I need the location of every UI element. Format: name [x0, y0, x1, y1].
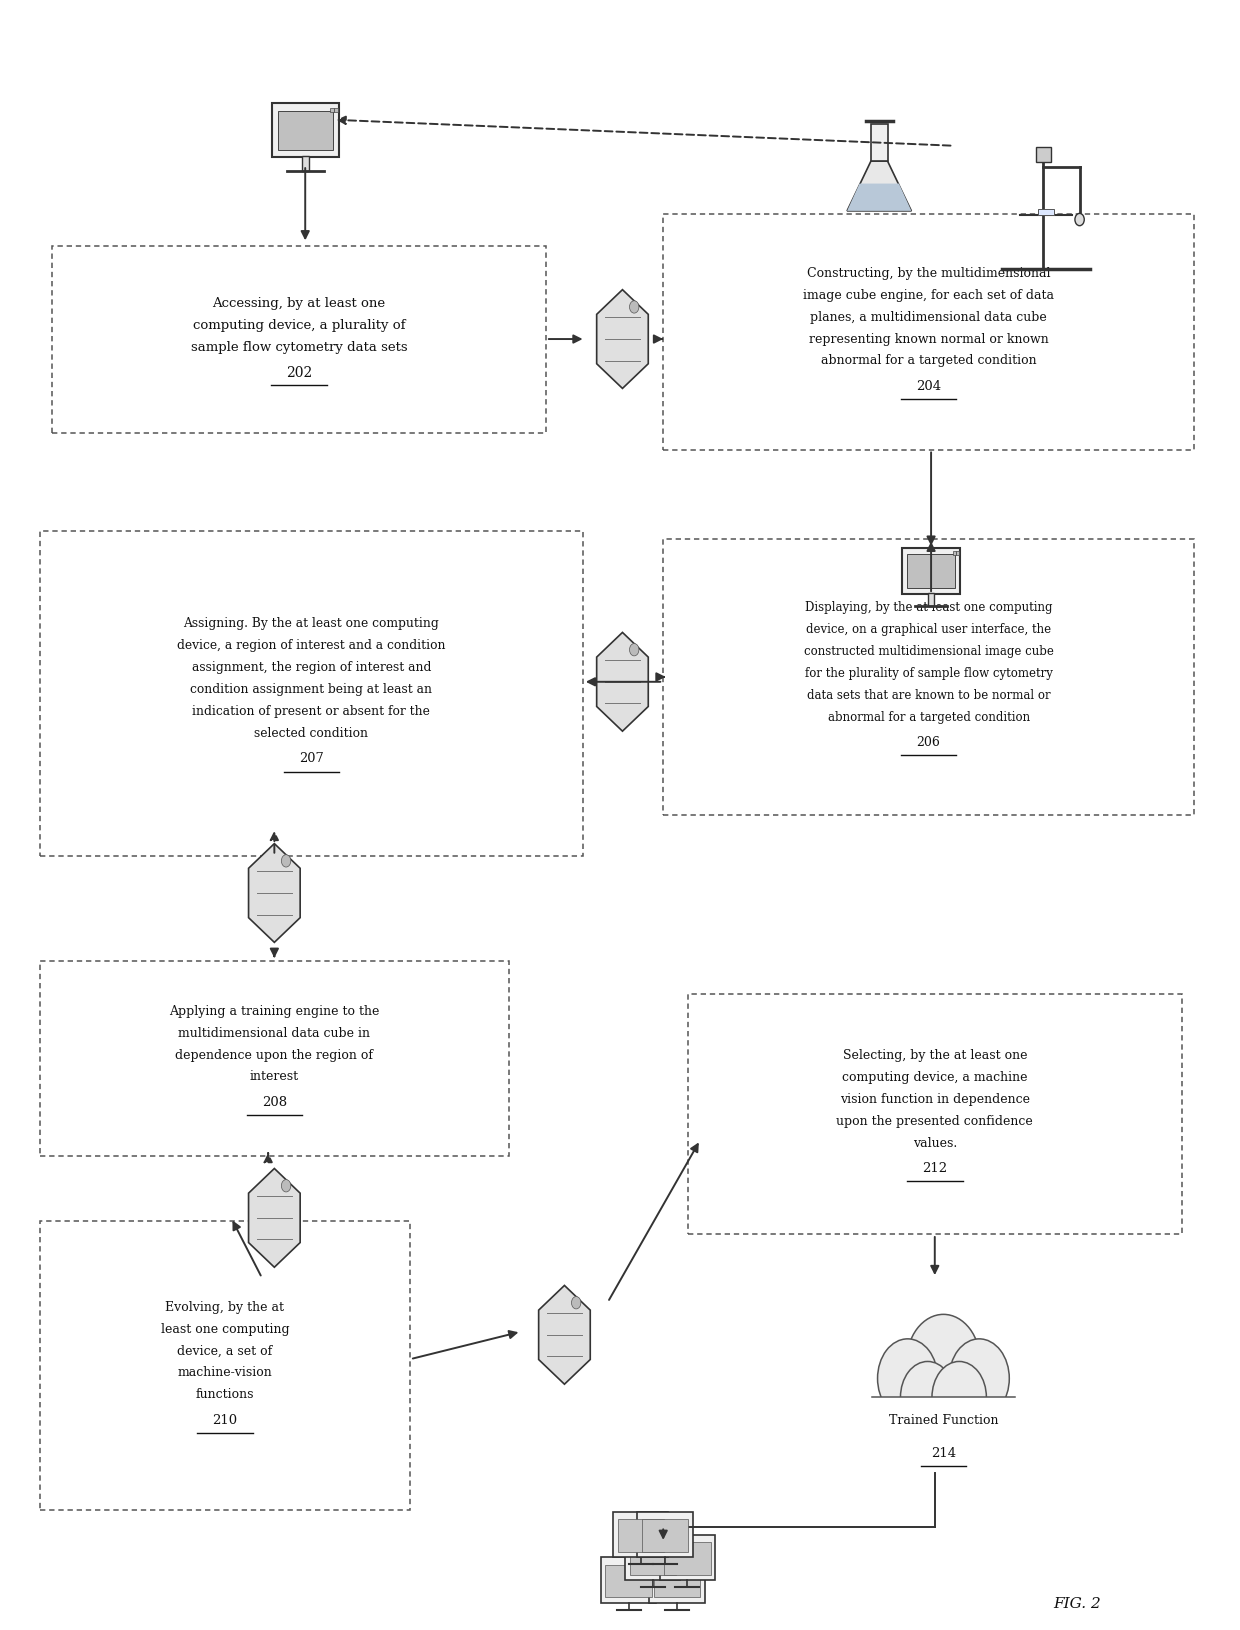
Bar [653, 1565, 701, 1597]
Circle shape [932, 1361, 986, 1433]
Text: vision function in dependence: vision function in dependence [839, 1092, 1029, 1105]
Text: dependence upon the region of: dependence upon the region of [175, 1048, 373, 1061]
Text: selected condition: selected condition [254, 727, 368, 740]
Text: abnormal for a targeted condition: abnormal for a targeted condition [821, 354, 1037, 367]
Circle shape [949, 1338, 1009, 1418]
Bar [864, 1397, 1022, 1456]
Bar [903, 548, 960, 593]
Text: machine-vision: machine-vision [177, 1366, 273, 1379]
Text: interest: interest [249, 1071, 299, 1084]
Circle shape [900, 1361, 955, 1433]
Text: 202: 202 [286, 365, 312, 380]
FancyBboxPatch shape [688, 994, 1182, 1234]
Text: 210: 210 [212, 1413, 238, 1426]
FancyBboxPatch shape [40, 1221, 410, 1511]
Text: values.: values. [913, 1136, 957, 1149]
Circle shape [1075, 214, 1084, 225]
Text: multidimensional data cube in: multidimensional data cube in [179, 1027, 371, 1040]
Bar [613, 1513, 668, 1557]
Text: assignment, the region of interest and: assignment, the region of interest and [192, 662, 432, 675]
Text: image cube engine, for each set of data: image cube engine, for each set of data [804, 289, 1054, 302]
FancyBboxPatch shape [663, 214, 1194, 450]
Circle shape [878, 1338, 937, 1418]
Bar [870, 124, 888, 161]
Bar [301, 156, 309, 171]
Text: representing known normal or known: representing known normal or known [808, 333, 1049, 346]
Bar [1038, 209, 1054, 215]
Bar [637, 1513, 693, 1557]
Bar [330, 108, 334, 112]
Text: Evolving, by the at: Evolving, by the at [165, 1301, 284, 1314]
Bar [956, 551, 960, 556]
Text: FIG. 2: FIG. 2 [1053, 1597, 1101, 1610]
Text: 212: 212 [923, 1162, 947, 1175]
Bar [272, 103, 339, 156]
Bar [650, 1557, 704, 1602]
Circle shape [906, 1314, 981, 1412]
Bar [660, 1534, 715, 1579]
Polygon shape [596, 290, 649, 388]
Text: device, a set of: device, a set of [177, 1345, 273, 1358]
Bar [908, 554, 955, 587]
Bar [335, 108, 337, 112]
Polygon shape [847, 184, 911, 210]
Text: Assigning. By the at least one computing: Assigning. By the at least one computing [184, 618, 439, 631]
Text: constructed multidimensional image cube: constructed multidimensional image cube [804, 645, 1054, 659]
Text: Applying a training engine to the: Applying a training engine to the [169, 1004, 379, 1017]
Text: 207: 207 [299, 751, 324, 764]
Polygon shape [248, 844, 300, 942]
Text: Displaying, by the at least one computing: Displaying, by the at least one computin… [805, 601, 1053, 615]
Text: 204: 204 [916, 380, 941, 393]
Text: abnormal for a targeted condition: abnormal for a targeted condition [827, 711, 1029, 724]
Text: device, on a graphical user interface, the: device, on a graphical user interface, t… [806, 623, 1052, 636]
Circle shape [281, 1180, 290, 1192]
Bar [605, 1565, 652, 1597]
Text: computing device, a plurality of: computing device, a plurality of [192, 319, 405, 333]
Polygon shape [847, 161, 911, 210]
Text: computing device, a machine: computing device, a machine [842, 1071, 1028, 1084]
Text: 206: 206 [916, 735, 941, 748]
Circle shape [281, 854, 290, 867]
Text: Constructing, by the multidimensional: Constructing, by the multidimensional [807, 267, 1050, 280]
Polygon shape [596, 632, 649, 732]
FancyBboxPatch shape [40, 531, 583, 856]
FancyBboxPatch shape [663, 540, 1194, 815]
Text: device, a region of interest and a condition: device, a region of interest and a condi… [177, 639, 445, 652]
FancyBboxPatch shape [40, 962, 508, 1156]
Text: data sets that are known to be normal or: data sets that are known to be normal or [807, 689, 1050, 701]
Text: least one computing: least one computing [161, 1322, 289, 1335]
FancyBboxPatch shape [52, 246, 546, 434]
Text: indication of present or absent for the: indication of present or absent for the [192, 704, 430, 717]
Bar [642, 1519, 688, 1552]
Circle shape [630, 644, 639, 655]
Text: functions: functions [196, 1389, 254, 1402]
Polygon shape [538, 1286, 590, 1384]
Text: condition assignment being at least an: condition assignment being at least an [191, 683, 433, 696]
Bar [665, 1542, 711, 1575]
Bar [625, 1534, 681, 1579]
Bar [618, 1519, 663, 1552]
Text: upon the presented confidence: upon the presented confidence [837, 1115, 1033, 1128]
Text: Trained Function: Trained Function [889, 1415, 998, 1428]
Bar [278, 111, 332, 150]
Text: 214: 214 [931, 1447, 956, 1460]
Text: 208: 208 [262, 1095, 286, 1108]
Bar [630, 1542, 676, 1575]
Text: planes, a multidimensional data cube: planes, a multidimensional data cube [810, 311, 1047, 324]
Text: sample flow cytometry data sets: sample flow cytometry data sets [191, 341, 408, 354]
Circle shape [572, 1296, 580, 1309]
Polygon shape [248, 1169, 300, 1267]
Bar [601, 1557, 656, 1602]
Text: Accessing, by at least one: Accessing, by at least one [212, 297, 386, 310]
Text: Selecting, by the at least one: Selecting, by the at least one [842, 1050, 1027, 1061]
Text: for the plurality of sample flow cytometry: for the plurality of sample flow cytomet… [805, 667, 1053, 680]
Circle shape [630, 302, 639, 313]
Bar [1035, 147, 1052, 163]
Bar [952, 551, 956, 556]
Bar [928, 593, 934, 606]
